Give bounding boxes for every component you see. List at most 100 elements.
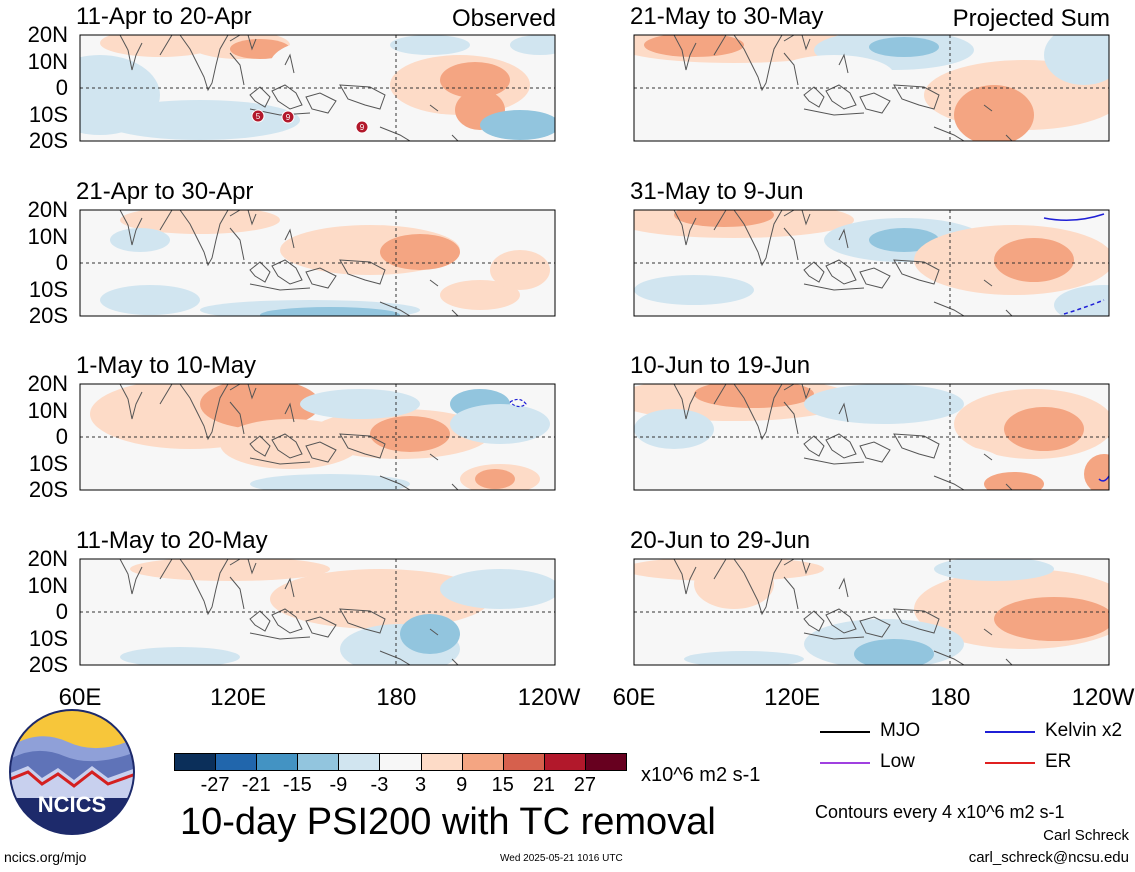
- y-tick-label: 10S: [28, 276, 68, 302]
- colorbar-label: -9: [329, 774, 348, 796]
- coastline: [673, 35, 1013, 141]
- y-tick-label: 20S: [28, 303, 68, 328]
- panel-map: [633, 209, 1110, 317]
- psi-anomaly-blob: [994, 597, 1109, 641]
- colorbar-label: -15: [282, 774, 312, 796]
- psi-anomaly-blob: [804, 384, 964, 424]
- kelvin-contour: [1043, 213, 1105, 221]
- psi-anomaly-blob: [510, 35, 555, 55]
- psi-anomaly-blob: [300, 389, 420, 419]
- panel-frame: [79, 383, 556, 491]
- psi-anomaly-blob: [984, 472, 1044, 490]
- y-tick-label: 20S: [28, 652, 68, 677]
- coastline: [119, 384, 459, 490]
- y-tick-label: 0: [55, 599, 68, 624]
- psi-anomaly-blob: [694, 559, 774, 609]
- psi-anomaly-blob: [864, 444, 1004, 484]
- coastline: [673, 210, 1013, 316]
- x-tick-label: 60E: [612, 684, 656, 711]
- y-tick-label: 20S: [28, 477, 68, 502]
- coastline: [119, 559, 459, 665]
- psi-anomaly-blob: [480, 110, 555, 140]
- y-tick-label: 10S: [28, 101, 68, 127]
- author-email: carl_schreck@ncsu.edu: [968, 849, 1129, 866]
- legend-line-low: [820, 762, 870, 764]
- psi-anomaly-blob: [1004, 407, 1084, 451]
- colorbar-swatch: [256, 753, 299, 771]
- psi-anomaly-blob: [1044, 35, 1109, 85]
- psi-anomaly-blob: [934, 559, 1054, 581]
- author-name: Carl Schreck: [1043, 827, 1129, 844]
- legend-line-kelvin-x2: [985, 731, 1035, 733]
- panel-frame: [633, 558, 1110, 666]
- psi-anomaly-blob: [270, 569, 490, 629]
- panel-map: 5 9 9: [79, 34, 556, 142]
- tc-marker-label: 9: [360, 123, 365, 132]
- psi-anomaly-blob: [634, 409, 714, 449]
- y-tick-label: 0: [55, 75, 68, 100]
- panel-4: [79, 558, 556, 666]
- y-tick-label: 10N: [27, 223, 68, 249]
- y-tick-label: 20N: [27, 371, 68, 396]
- panel-period-title: 20-Jun to 29-Jun: [630, 527, 811, 554]
- logo-text: NCICS: [38, 792, 106, 817]
- colorbar-swatch: [543, 753, 586, 771]
- colorbar-swatch: [420, 753, 463, 771]
- psi-anomaly-blob: [80, 589, 160, 649]
- kelvin-contour: [1063, 299, 1105, 315]
- panel-source-tag: Observed: [451, 5, 556, 32]
- panel-map: [79, 383, 556, 491]
- tc-marker: [281, 110, 295, 124]
- panel-period-title: 21-Apr to 30-Apr: [76, 178, 254, 205]
- chart-title: 10-day PSI200 with TC removal: [180, 801, 716, 843]
- psi-anomaly-blob: [110, 228, 170, 252]
- panel-period-title: 31-May to 9-Jun: [630, 178, 804, 205]
- timestamp: Wed 2025-05-21 1016 UTC: [500, 853, 623, 864]
- x-tick-label: 120W: [1071, 684, 1135, 711]
- psi-anomaly-blob: [100, 100, 300, 140]
- tc-marker: [355, 120, 369, 134]
- psi-anomaly-blob: [674, 210, 774, 227]
- y-tick-label: 10N: [27, 48, 68, 74]
- y-tick-label: 20N: [27, 22, 68, 47]
- psi-anomaly-blob: [994, 238, 1074, 282]
- psi-anomaly-blob: [200, 384, 320, 429]
- panel-frame: [633, 209, 1110, 317]
- y-tick-label: 0: [55, 250, 68, 275]
- panel-frame: [79, 34, 556, 142]
- psi-anomaly-blob: [869, 228, 939, 252]
- psi-anomaly-blob: [1054, 285, 1109, 316]
- panel-7: [633, 383, 1110, 491]
- psi-anomaly-blob: [694, 384, 814, 408]
- x-tick-label: 180: [376, 684, 417, 711]
- panel-map: [79, 558, 556, 666]
- colorbar-swatch: [174, 753, 217, 771]
- colorbar-label: -21: [241, 774, 271, 796]
- x-tick-label: 60E: [58, 684, 102, 711]
- coastline: [673, 384, 1013, 490]
- colorbar-swatch: [502, 753, 545, 771]
- x-tick-label: 180: [930, 684, 971, 711]
- psi-anomaly-blob: [380, 234, 460, 270]
- colorbar-label: 9: [456, 774, 468, 796]
- psi-anomaly-blob: [440, 62, 510, 98]
- psi-anomaly-blob: [440, 280, 520, 310]
- psi-anomaly-blob: [869, 37, 939, 57]
- panel-period-title: 11-Apr to 20-Apr: [76, 3, 252, 30]
- psi-anomaly-blob: [1084, 454, 1109, 490]
- panel-3: [79, 383, 556, 491]
- panel-period-title: 21-May to 30-May: [630, 3, 824, 30]
- legend-label: ER: [1045, 751, 1072, 772]
- colorbar-label: 15: [491, 774, 514, 796]
- y-tick-label: 10N: [27, 572, 68, 598]
- y-tick-label: 20N: [27, 197, 68, 222]
- legend-line-mjo: [820, 731, 870, 733]
- psi-anomaly-blob: [954, 85, 1034, 141]
- panel-map: [633, 383, 1110, 491]
- legend-label: Kelvin x2: [1045, 720, 1123, 741]
- psi-anomaly-blob: [120, 647, 240, 665]
- psi-anomaly-blob: [250, 474, 410, 490]
- x-tick-label: 120W: [517, 684, 581, 711]
- psi-anomaly-blob: [130, 559, 330, 581]
- legend-label: MJO: [880, 720, 921, 741]
